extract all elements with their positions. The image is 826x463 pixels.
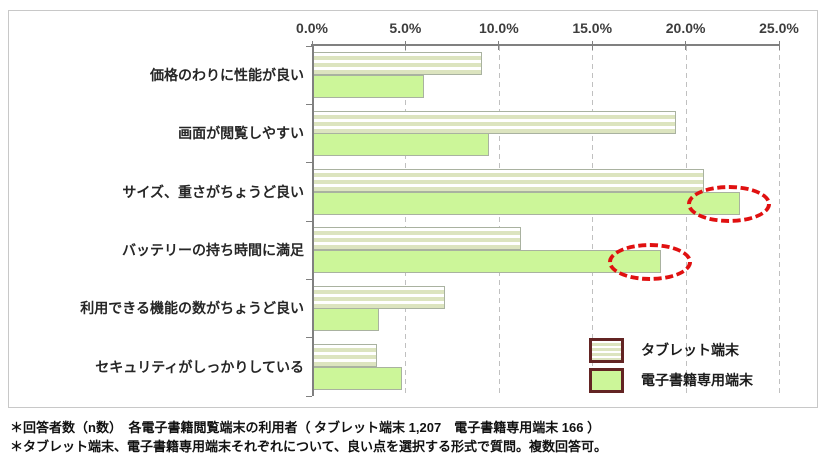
legend: タブレット端末 電子書籍専用端末 xyxy=(589,337,753,397)
legend-label-ereader: 電子書籍専用端末 xyxy=(641,372,753,388)
plot-area xyxy=(306,41,780,397)
gridline xyxy=(779,46,780,396)
y-axis-line xyxy=(312,44,314,396)
category-label: 画面が閲覧しやすい xyxy=(178,125,304,142)
y-axis-tick xyxy=(306,395,312,397)
bar-tablet-0 xyxy=(312,52,482,76)
gridline xyxy=(685,46,687,396)
x-axis-line xyxy=(311,44,780,46)
bar-tablet-5 xyxy=(312,343,378,367)
x-axis-tick xyxy=(685,41,687,50)
y-axis-tick xyxy=(306,220,312,222)
category-label: 利用できる機能の数がちょうど良い xyxy=(80,300,304,317)
legend-label-tablet: タブレット端末 xyxy=(641,342,739,358)
x-tick-label: 20.0% xyxy=(665,20,706,36)
category-label: 価格のわりに性能が良い xyxy=(150,67,304,84)
x-axis-labels: 0.0% 5.0% 10.0% 15.0% 20.0% 25.0% xyxy=(296,20,799,38)
bar-ereader-5 xyxy=(312,366,402,390)
category-label: サイズ、重さがちょうど良い xyxy=(122,183,304,200)
gridline xyxy=(405,46,407,396)
x-tick-label: 5.0% xyxy=(389,20,422,36)
y-axis-tick xyxy=(306,337,312,339)
bar-tablet-4 xyxy=(312,285,445,309)
x-axis-tick xyxy=(404,41,406,50)
bar-ereader-2 xyxy=(312,191,740,215)
x-axis-tick xyxy=(498,41,500,50)
gridline xyxy=(592,46,594,396)
bar-group xyxy=(312,338,779,396)
bar-ereader-0 xyxy=(312,75,425,99)
footnote-line-1: ＊回答者数（n数） 各電子書籍閲覧端末の利用者（ タブレット端末 1,207 電… xyxy=(10,420,601,435)
bar-group xyxy=(312,279,779,337)
y-axis-tick xyxy=(306,162,312,164)
legend-swatch-tablet xyxy=(589,337,624,363)
legend-item-ereader: 電子書籍専用端末 xyxy=(589,367,753,393)
x-tick-label: 25.0% xyxy=(759,20,799,36)
footnotes: ＊回答者数（n数） 各電子書籍閲覧端末の利用者（ タブレット端末 1,207 電… xyxy=(10,418,607,456)
category-label: セキュリティがしっかりしている xyxy=(95,358,304,375)
y-axis-tick xyxy=(306,103,312,105)
y-axis-tick xyxy=(306,45,312,47)
bar-ereader-1 xyxy=(312,133,490,157)
footnote-line-2: ＊タブレット端末、電子書籍専用端末それぞれについて、良い点を選択する形式で質問。… xyxy=(10,439,607,454)
bar-group xyxy=(312,221,779,282)
y-axis-tick xyxy=(306,278,312,280)
x-tick-label: 15.0% xyxy=(572,20,613,36)
bar-group xyxy=(312,104,779,162)
bar-group xyxy=(312,46,779,104)
bar-tablet-1 xyxy=(312,110,677,134)
category-label: バッテリーの持ち時間に満足 xyxy=(122,242,304,259)
x-axis-tick xyxy=(311,41,313,50)
highlight-ellipse xyxy=(608,243,693,282)
bar-ereader-4 xyxy=(312,308,380,332)
legend-swatch-ereader xyxy=(589,367,624,393)
legend-item-tablet: タブレット端末 xyxy=(589,337,753,363)
x-tick-label: 0.0% xyxy=(296,20,328,36)
x-axis-tick xyxy=(778,41,780,50)
category-labels: 価格のわりに性能が良い画面が閲覧しやすいサイズ、重さがちょうど良い バッテリーの持… xyxy=(14,46,304,396)
bar-tablet-2 xyxy=(312,168,705,192)
bar-tablet-3 xyxy=(312,227,522,251)
x-axis-tick xyxy=(591,41,593,50)
bar-group xyxy=(312,163,779,223)
highlight-ellipse xyxy=(686,184,771,223)
gridline xyxy=(498,46,500,396)
x-tick-label: 10.0% xyxy=(478,20,519,36)
